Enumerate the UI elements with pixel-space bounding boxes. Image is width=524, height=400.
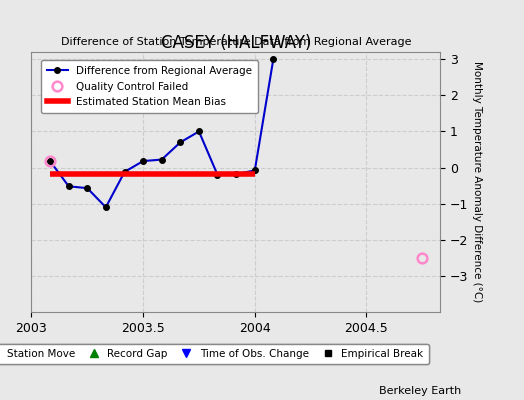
Y-axis label: Monthly Temperature Anomaly Difference (°C): Monthly Temperature Anomaly Difference (… <box>472 61 482 303</box>
Legend: Station Move, Record Gap, Time of Obs. Change, Empirical Break: Station Move, Record Gap, Time of Obs. C… <box>0 344 429 364</box>
Text: Difference of Station Temperature Data from Regional Average: Difference of Station Temperature Data f… <box>61 37 411 47</box>
Title: CASEY (HALFWAY): CASEY (HALFWAY) <box>160 34 311 52</box>
Text: Berkeley Earth: Berkeley Earth <box>379 386 461 396</box>
